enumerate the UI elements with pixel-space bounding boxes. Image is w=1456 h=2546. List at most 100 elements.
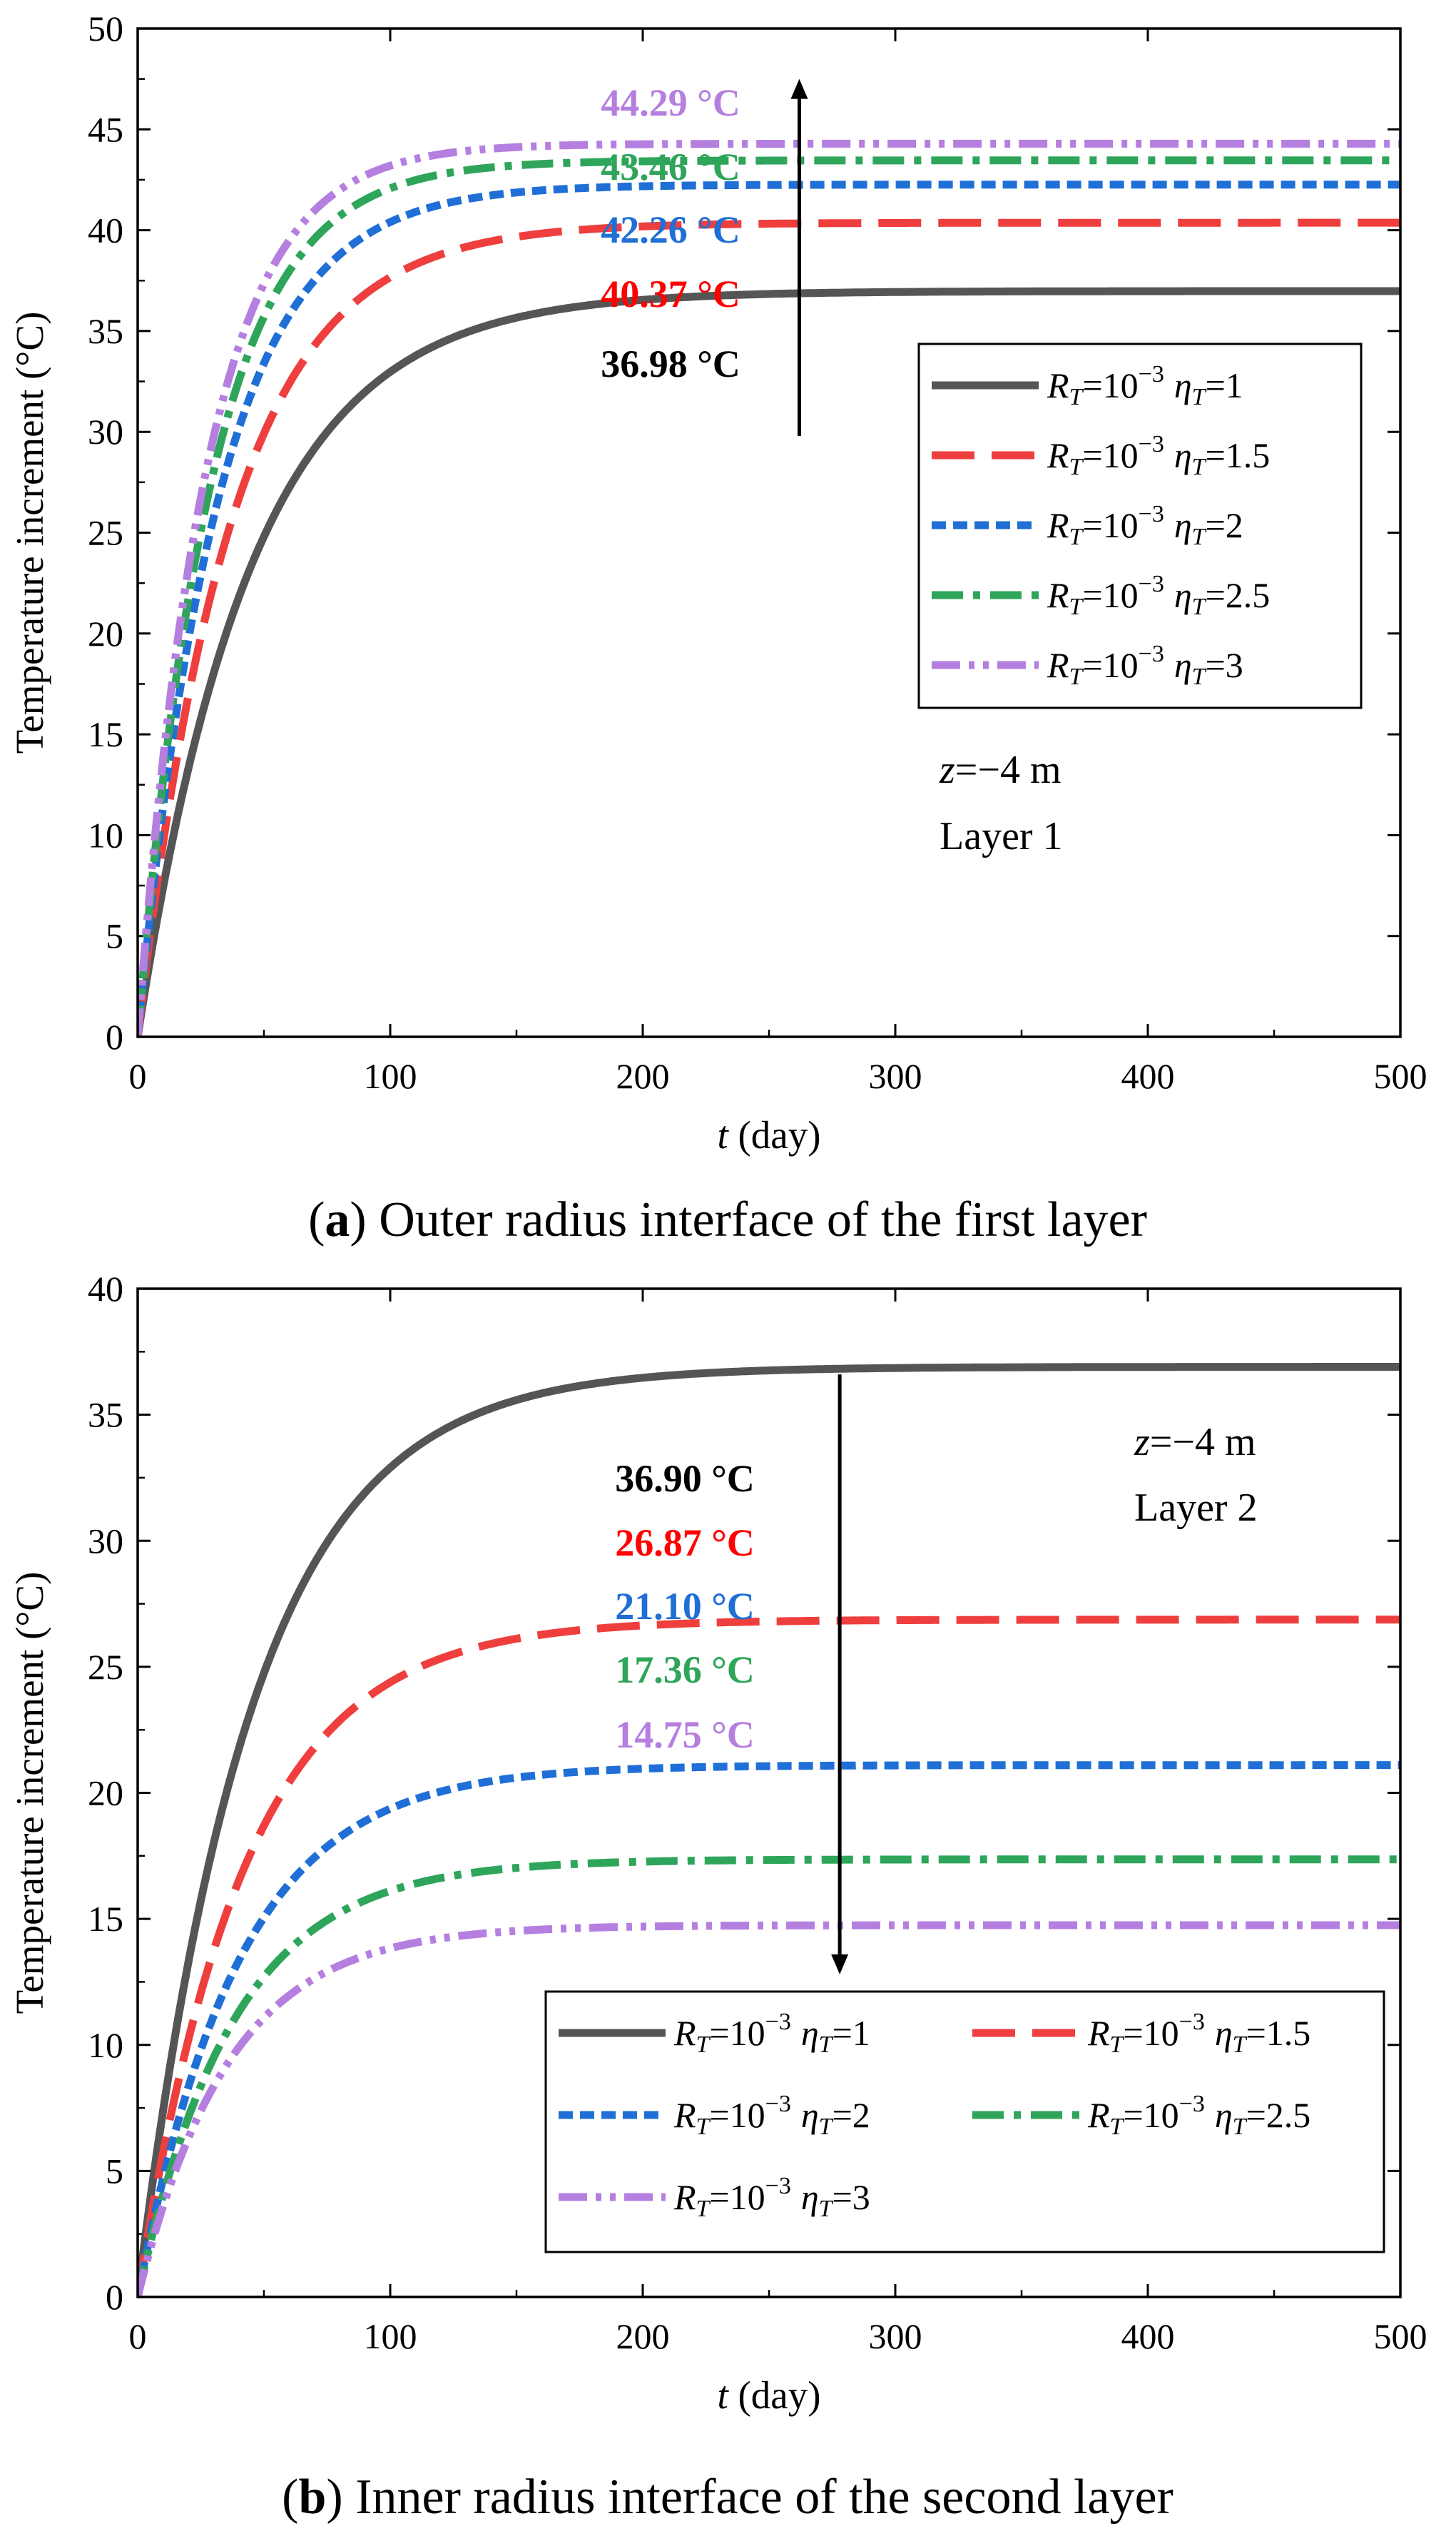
- legend-r-exponent: −3: [1139, 431, 1164, 457]
- chart2-legend-entry-3: RT=10−3 ηT=2: [673, 2091, 870, 2140]
- chart2-annotation-1: 36.90 °C: [615, 1457, 755, 1500]
- legend-r-subscript: T: [1069, 454, 1084, 480]
- legend-r-base: 10: [1103, 645, 1139, 685]
- chart2-legend-entry-5: RT=10−3 ηT=3: [673, 2173, 870, 2222]
- legend-eta-symbol: η: [801, 2095, 819, 2135]
- legend-equals: =: [1082, 575, 1102, 615]
- legend-r-symbol: R: [1047, 645, 1069, 685]
- legend-r-exponent: −3: [765, 2091, 791, 2117]
- chart2-ytick-label: 15: [88, 1899, 123, 1939]
- chart2-y-axis-title: Temperature increment (°C): [8, 1572, 51, 2014]
- legend-eta-subscript: T: [1192, 664, 1207, 690]
- legend-eta-value: =2: [833, 2095, 870, 2135]
- chart2-ytick-label: 30: [88, 1521, 123, 1561]
- legend-eta-subscript: T: [1192, 524, 1207, 550]
- caption-text: Outer radius interface of the first laye…: [379, 1192, 1147, 1247]
- legend-r-subscript: T: [1069, 664, 1084, 690]
- x-axis-variable: t: [717, 2373, 729, 2417]
- legend-equals: =: [709, 2177, 729, 2217]
- legend-r-symbol: R: [1087, 2095, 1110, 2135]
- legend-r-subscript: T: [696, 2196, 711, 2222]
- legend-r-subscript: T: [1110, 2032, 1125, 2058]
- legend-equals: =: [1082, 645, 1102, 685]
- chart1-ytick-label: 25: [88, 513, 123, 553]
- chart1-legend: RT=10−3 ηT=1RT=10−3 ηT=1.5RT=10−3 ηT=2RT=10…: [917, 343, 1363, 709]
- chart2-legend-entry-1: RT=10−3 ηT=1: [673, 2009, 870, 2058]
- chart2-legend-entry-4: RT=10−3 ηT=2.5: [1087, 2091, 1310, 2140]
- legend-eta-subscript: T: [1192, 594, 1207, 620]
- legend-r-symbol: R: [1087, 2013, 1110, 2053]
- legend-eta-symbol: η: [1174, 575, 1192, 615]
- legend-r-symbol: R: [1047, 435, 1069, 475]
- legend-eta-symbol: η: [801, 2013, 819, 2053]
- legend-equals: =: [1123, 2095, 1143, 2135]
- chart2-condition-depth: z=−4 m: [1134, 1420, 1256, 1464]
- legend-r-symbol: R: [673, 2095, 696, 2135]
- legend-eta-symbol: η: [1215, 2095, 1233, 2135]
- chart2-series-line-5: [138, 1921, 1400, 2297]
- legend-r-base: 10: [1103, 435, 1139, 475]
- chart1-legend-box: [917, 343, 1363, 709]
- chart2-xtick-label: 100: [364, 2316, 417, 2356]
- chart1-annotation-4: 43.46 °C: [601, 146, 740, 188]
- chart1-condition-depth: z=−4 m: [939, 748, 1062, 792]
- chart1-xtick-label: 200: [616, 1056, 670, 1096]
- legend-r-exponent: −3: [1179, 2091, 1205, 2117]
- chart2-series-line-4: [138, 1855, 1400, 2297]
- condition-depth-value: =−4 m: [955, 748, 1062, 792]
- legend-r-base: 10: [730, 2177, 765, 2217]
- chart2-arrow-head: [831, 1954, 849, 1974]
- legend-eta-symbol: η: [1174, 645, 1192, 685]
- chart2-ytick-label: 5: [106, 2151, 123, 2191]
- chart2-annotation-2: 26.87 °C: [615, 1521, 755, 1564]
- chart2-ytick-label: 25: [88, 1647, 123, 1687]
- chart1-caption: (a) Outer radius interface of the first …: [308, 1192, 1147, 1247]
- chart1-series-line-1: [138, 287, 1400, 1037]
- chart2-annotation-4: 17.36 °C: [615, 1648, 755, 1691]
- legend-eta-subscript: T: [1192, 384, 1207, 410]
- legend-equals: =: [1082, 365, 1102, 405]
- chart2-xtick-label: 300: [869, 2316, 922, 2356]
- legend-r-base: 10: [730, 2013, 765, 2053]
- legend-eta-subscript: T: [1233, 2032, 1248, 2058]
- chart1-ytick-label: 40: [88, 211, 123, 250]
- chart1-xtick-label: 100: [364, 1056, 417, 1096]
- legend-eta-value: =1: [1206, 365, 1243, 405]
- legend-equals: =: [709, 2013, 729, 2053]
- legend-r-subscript: T: [696, 2114, 711, 2140]
- x-axis-unit: (day): [728, 2373, 821, 2417]
- legend-eta-subscript: T: [1233, 2114, 1248, 2140]
- caption-open-paren: (: [308, 1192, 325, 1247]
- chart1-xtick-label: 400: [1121, 1056, 1175, 1096]
- chart1-xtick-label: 500: [1374, 1056, 1427, 1096]
- chart2-legend: RT=10−3 ηT=1 RT=10−3 ηT=1.5RT=10−3 ηT=2 RT=10…: [544, 1990, 1385, 2253]
- legend-r-symbol: R: [673, 2013, 696, 2053]
- chart1-ytick-label: 10: [88, 815, 123, 855]
- legend-r-exponent: −3: [1139, 501, 1164, 527]
- legend-r-exponent: −3: [1139, 361, 1164, 387]
- legend-r-exponent: −3: [1179, 2009, 1205, 2035]
- legend-eta-subscript: T: [819, 2114, 834, 2140]
- chart1-annotation-1: 36.98 °C: [601, 343, 740, 385]
- legend-equals: =: [1082, 505, 1102, 545]
- legend-eta-value: =2: [1206, 505, 1243, 545]
- chart2-series-group: [138, 1363, 1400, 2297]
- chart2-ytick-label: 10: [88, 2025, 123, 2065]
- legend-r-exponent: −3: [765, 2173, 791, 2199]
- chart1-annotation-3: 42.26 °C: [601, 208, 740, 251]
- legend-eta-value: =1.5: [1246, 2013, 1311, 2053]
- legend-r-subscript: T: [1110, 2114, 1125, 2140]
- legend-eta-subscript: T: [1192, 454, 1207, 480]
- caption-label: a: [325, 1192, 350, 1247]
- chart1-ytick-label: 30: [88, 412, 123, 452]
- chart2-condition-layer: Layer 2: [1134, 1486, 1258, 1530]
- legend-eta-value: =3: [833, 2177, 870, 2217]
- chart1-series-line-4: [138, 156, 1400, 1037]
- chart1-series-group: [138, 139, 1400, 1037]
- chart2-ytick-label: 40: [88, 1269, 123, 1309]
- chart1-xtick-label: 0: [129, 1056, 147, 1096]
- chart2-series-line-1: [138, 1363, 1400, 2297]
- condition-z-symbol: z: [1134, 1420, 1150, 1464]
